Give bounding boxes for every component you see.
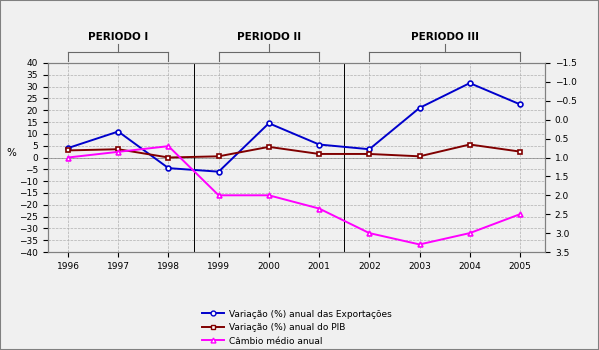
Text: PERIODO III: PERIODO III xyxy=(411,32,479,42)
Legend: Variação (%) anual das Exportações, Variação (%) anual do PIB, Câmbio médio anua: Variação (%) anual das Exportações, Vari… xyxy=(202,310,391,346)
Text: PERIODO II: PERIODO II xyxy=(237,32,301,42)
Y-axis label: %: % xyxy=(6,147,16,158)
Text: PERIODO I: PERIODO I xyxy=(88,32,149,42)
